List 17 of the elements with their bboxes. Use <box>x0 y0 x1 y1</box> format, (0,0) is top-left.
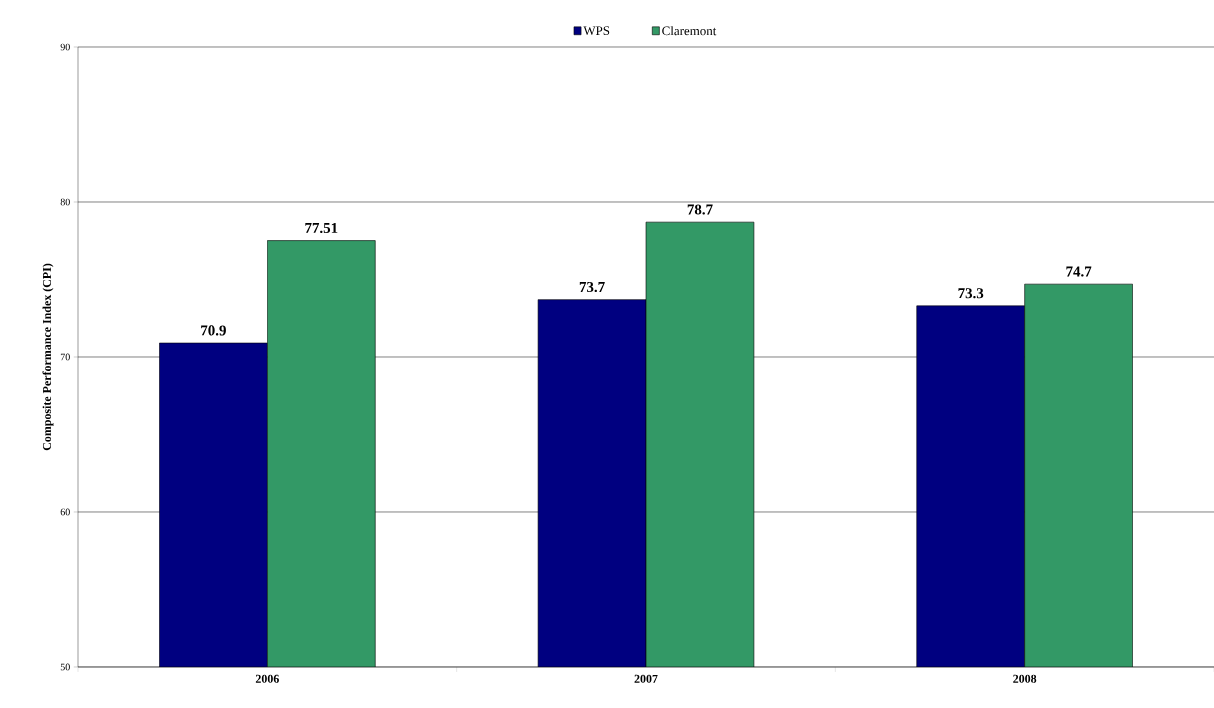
data-label: 74.7 <box>1066 266 1092 277</box>
y-tick-label: 60 <box>60 508 70 516</box>
data-label: 70.9 <box>201 325 226 336</box>
x-tick-label: 2006 <box>255 674 279 683</box>
y-axis-title: Composite Performance Index (CPI) <box>42 263 54 451</box>
x-tick-label: 2008 <box>1013 674 1037 683</box>
legend-label: Claremont <box>662 26 717 36</box>
y-tick-label: 80 <box>60 198 70 206</box>
y-tick-label: 70 <box>60 353 70 361</box>
x-tick-label: 2007 <box>634 674 658 683</box>
data-label: 73.3 <box>958 288 984 299</box>
y-tick-label: 90 <box>60 43 70 51</box>
legend-label: WPS <box>583 26 610 36</box>
y-tick-label: 50 <box>60 663 70 671</box>
data-label: 78.7 <box>687 204 713 215</box>
data-label: 77.51 <box>305 222 338 234</box>
data-label: 73.7 <box>579 282 605 293</box>
